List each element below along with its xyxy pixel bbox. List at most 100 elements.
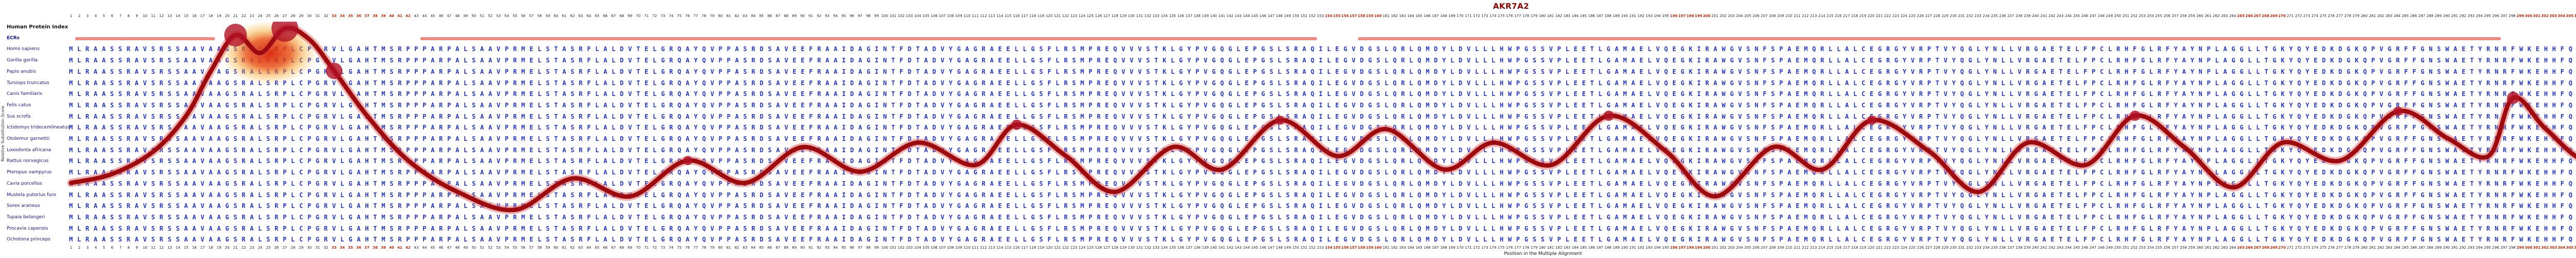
position-tick: 296: [2492, 246, 2499, 250]
position-tick: 116: [1012, 14, 1020, 18]
position-tick: 54: [504, 246, 509, 250]
position-tick: 104: [914, 14, 921, 18]
position-tick: 67: [611, 14, 616, 18]
position-tick: 126: [1095, 14, 1102, 18]
position-tick: 118: [1029, 246, 1037, 250]
position-tick: 292: [2459, 246, 2467, 250]
position-tick: 280: [2361, 246, 2368, 250]
position-tick: 78: [701, 14, 706, 18]
position-tick: 268: [2262, 246, 2269, 250]
position-tick: 279: [2352, 14, 2360, 18]
position-tick: 116: [1012, 246, 1020, 250]
position-tick: 223: [1892, 246, 1900, 250]
position-tick: 72: [652, 246, 657, 250]
position-tick: 266: [2245, 246, 2253, 250]
position-tick: 84: [751, 246, 756, 250]
position-tick: 255: [2155, 246, 2162, 250]
position-tick: 18: [208, 246, 213, 250]
sequence-row: MLRAASSRAVSRSSAAVAAGSRALSRPLCPGRVLGAHTMS…: [69, 45, 2576, 53]
position-tick: 82: [734, 246, 739, 250]
position-tick: 303: [2549, 246, 2557, 250]
position-tick: 216: [1835, 14, 1842, 18]
position-tick: 4: [94, 14, 97, 18]
position-tick: 200: [1703, 14, 1710, 18]
position-tick: 246: [2081, 14, 2089, 18]
position-tick: 153: [1317, 14, 1324, 18]
position-tick: 173: [1481, 246, 1488, 250]
ecr-block: [1358, 37, 2501, 40]
position-tick: 137: [1185, 246, 1193, 250]
position-tick: 259: [2188, 246, 2195, 250]
position-tick: 83: [742, 14, 748, 18]
position-tick: 234: [1982, 14, 1990, 18]
position-tick: 153: [1317, 246, 1324, 250]
position-tick: 170: [1456, 14, 1464, 18]
position-tick: 150: [1292, 246, 1299, 250]
position-tick: 278: [2344, 246, 2351, 250]
position-tick: 43: [414, 246, 419, 250]
position-tick: 191: [1629, 14, 1636, 18]
position-tick: 131: [1136, 14, 1143, 18]
position-tick: 33: [331, 14, 337, 18]
position-tick: 220: [1868, 14, 1875, 18]
position-tick: 159: [1366, 246, 1374, 250]
sequence-row: MLRAASSRAVSRSSAAVAAGSRALSRPLCPGRVLGAHTMS…: [69, 236, 2576, 244]
position-tick: 86: [767, 14, 772, 18]
position-tick: 134: [1161, 246, 1168, 250]
sequence-row: MLRAASSRAVSRSSAAVAAGSRALSRPLCPGRVLGAHTMS…: [69, 169, 2576, 176]
position-tick: 221: [1875, 246, 1883, 250]
position-tick: 42: [405, 14, 411, 18]
position-tick: 142: [1226, 246, 1234, 250]
position-tick: 287: [2418, 14, 2426, 18]
position-tick: 227: [1925, 246, 1933, 250]
position-tick: 23: [249, 14, 255, 18]
position-tick: 114: [996, 14, 1004, 18]
position-tick: 130: [1128, 246, 1135, 250]
position-tick: 99: [874, 14, 879, 18]
position-tick: 42: [405, 246, 411, 250]
position-tick: 170: [1456, 246, 1464, 250]
position-tick: 43: [414, 14, 419, 18]
position-tick: 206: [1752, 246, 1760, 250]
position-tick: 299: [2516, 14, 2524, 18]
position-tick: 10: [143, 14, 148, 18]
position-tick: 221: [1875, 14, 1883, 18]
position-tick: 303: [2549, 14, 2557, 18]
position-tick: 132: [1144, 14, 1151, 18]
position-tick: 69: [628, 14, 633, 18]
position-tick: 30: [307, 14, 312, 18]
position-tick: 297: [2500, 246, 2507, 250]
position-tick: 142: [1226, 14, 1234, 18]
position-tick: 33: [331, 246, 337, 250]
position-tick: 38: [372, 14, 378, 18]
position-tick: 198: [1686, 14, 1694, 18]
position-tick: 183: [1563, 14, 1571, 18]
position-tick: 120: [1045, 246, 1053, 250]
position-tick: 143: [1234, 246, 1242, 250]
position-tick: 250: [2114, 14, 2121, 18]
position-tick: 144: [1243, 246, 1250, 250]
position-tick: 64: [586, 246, 591, 250]
position-tick: 158: [1358, 246, 1365, 250]
position-tick: 29: [299, 246, 304, 250]
position-tick: 249: [2106, 14, 2113, 18]
position-tick: 181: [1547, 246, 1554, 250]
position-tick: 176: [1506, 246, 1513, 250]
position-tick: 6: [111, 246, 113, 250]
position-tick: 282: [2377, 246, 2384, 250]
position-tick: 168: [1440, 14, 1447, 18]
position-tick: 176: [1506, 14, 1513, 18]
position-tick: 292: [2459, 14, 2467, 18]
position-tick: 229: [1941, 246, 1948, 250]
position-tick: 94: [833, 246, 838, 250]
position-tick: 147: [1267, 14, 1275, 18]
position-tick: 83: [742, 246, 748, 250]
position-tick: 262: [2213, 246, 2220, 250]
position-tick: 45: [430, 14, 435, 18]
position-tick: 74: [669, 246, 674, 250]
position-tick: 7: [119, 14, 122, 18]
position-tick: 110: [963, 246, 971, 250]
position-tick: 254: [2147, 14, 2154, 18]
position-tick: 123: [1070, 246, 1077, 250]
position-tick: 149: [1284, 246, 1291, 250]
